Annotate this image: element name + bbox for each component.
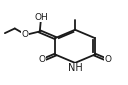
Text: O: O bbox=[104, 55, 111, 64]
Text: O: O bbox=[22, 30, 29, 39]
Text: O: O bbox=[39, 55, 46, 64]
Text: NH: NH bbox=[68, 63, 82, 73]
Text: OH: OH bbox=[34, 13, 48, 22]
